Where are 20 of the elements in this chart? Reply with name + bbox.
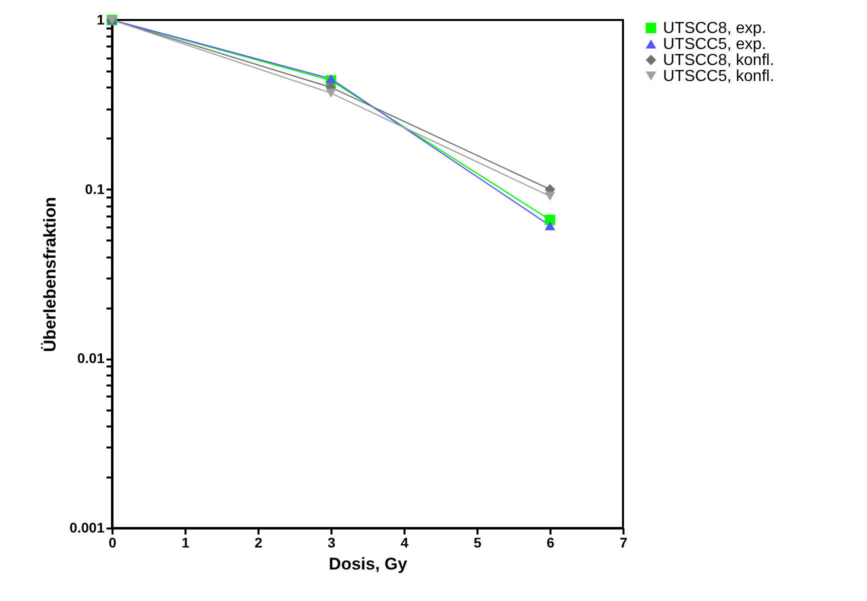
point [326, 74, 336, 84]
x-tick-label: 2 [254, 534, 263, 550]
y-tick-label: 0.1 [85, 180, 105, 197]
legend-label: UTSCC5, exp. [663, 36, 766, 53]
legend-label: UTSCC8, konfl. [663, 52, 774, 69]
x-tick-label: 1 [182, 534, 190, 550]
y-tick-label: 0.01 [77, 350, 105, 366]
legend-label: UTSCC5, konfl. [663, 68, 774, 85]
legend-label: UTSCC8, exp. [663, 20, 766, 37]
y-tick-label: 0.001 [69, 520, 105, 536]
y-axis-title: Überlebensfraktion [40, 197, 60, 352]
point [544, 221, 556, 230]
x-tick-label: 4 [400, 534, 409, 550]
x-tick-label: 7 [620, 534, 628, 550]
x-axis-title: Dosis, Gy [328, 554, 408, 574]
x-tick-label: 0 [108, 534, 117, 550]
x-tick-label: 6 [546, 534, 555, 550]
x-tick-label: 5 [474, 534, 482, 550]
y-tick-label: 1 [96, 12, 105, 28]
x-tick-label: 3 [328, 534, 336, 550]
